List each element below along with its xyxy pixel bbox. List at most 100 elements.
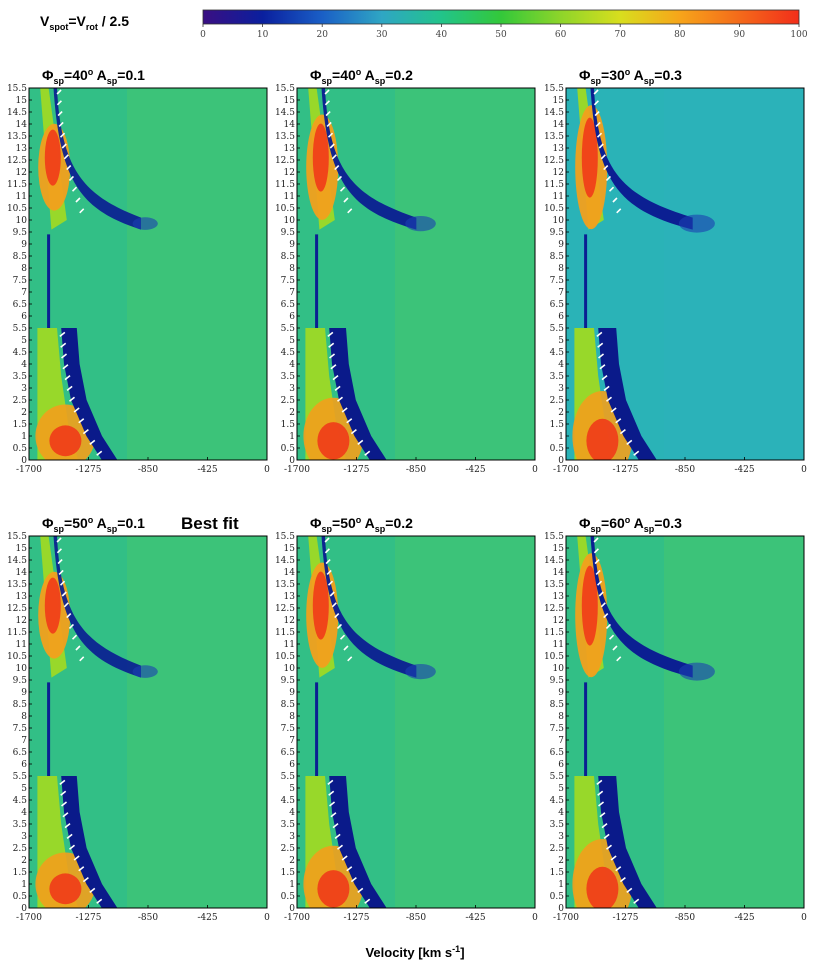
x-tick-label: -425 xyxy=(734,465,754,475)
panel-features xyxy=(35,536,267,908)
phi-value: =50 xyxy=(64,515,88,531)
y-tick-label: 2 xyxy=(289,408,295,418)
y-tick-label: 8.5 xyxy=(13,252,28,262)
y-tick-label: 1.5 xyxy=(13,420,28,430)
phi-symbol: Φ xyxy=(579,515,591,531)
contour-dash xyxy=(325,559,331,565)
contour-dash xyxy=(64,822,71,829)
phi-symbol: Φ xyxy=(42,515,54,531)
x-tick-label: -425 xyxy=(197,913,217,923)
y-tick-label: 7 xyxy=(21,736,27,746)
phi-value: =40 xyxy=(64,67,88,83)
y-tick-label: 15.5 xyxy=(275,532,295,542)
contour-dash xyxy=(326,121,332,127)
y-tick-label: 5.5 xyxy=(550,324,565,334)
contour-dash xyxy=(89,887,96,894)
contour-dash xyxy=(616,208,622,214)
panel-title: Φsp=50o Asp=0.2 xyxy=(310,515,413,534)
contour-dash xyxy=(343,645,349,651)
contour-dash xyxy=(60,342,67,348)
x-tick-label: -425 xyxy=(734,913,754,923)
y-tick-label: 2 xyxy=(558,856,564,866)
contour-dash xyxy=(73,855,80,861)
y-tick-label: 7.5 xyxy=(13,276,28,286)
y-tick-label: 7 xyxy=(289,288,295,298)
contour-dash xyxy=(357,887,364,894)
panel: 00.511.522.533.544.555.566.577.588.599.5… xyxy=(544,67,807,475)
contour-dash xyxy=(336,623,343,629)
panel-title: Φsp=60o Asp=0.3 xyxy=(579,515,682,534)
contour-dash xyxy=(330,812,337,818)
contour-dash xyxy=(594,559,600,565)
background-texture xyxy=(127,88,267,460)
y-tick-label: 3.5 xyxy=(550,820,565,830)
y-tick-label: 12.5 xyxy=(7,156,27,166)
x-tick-label: -1275 xyxy=(613,465,639,475)
contour-dash xyxy=(331,602,337,608)
contour-dash xyxy=(71,634,78,640)
contour-dash xyxy=(600,602,606,608)
x-tick-label: -1700 xyxy=(16,913,42,923)
phi-value: =40 xyxy=(332,67,356,83)
contour-dash xyxy=(330,364,337,370)
header-rot-sub: rot xyxy=(86,22,98,32)
contour-dash xyxy=(612,197,618,203)
contour-dash xyxy=(331,154,337,160)
y-tick-label: 3 xyxy=(558,384,564,394)
panel-features xyxy=(572,536,804,908)
contour-dash xyxy=(78,418,85,424)
contour-dash xyxy=(597,790,604,796)
y-tick-label: 6.5 xyxy=(550,300,565,310)
panel-features xyxy=(35,88,267,460)
header-mid: =V xyxy=(68,13,86,29)
y-tick-label: 2 xyxy=(21,856,27,866)
contour-dash xyxy=(75,645,81,651)
absorption-upper xyxy=(53,88,141,230)
contour-dash xyxy=(596,779,603,786)
y-tick-label: 2.5 xyxy=(550,844,565,854)
contour-dash xyxy=(66,385,73,392)
phi-symbol: Φ xyxy=(310,67,322,83)
colorbar-ticks: 0 10 20 30 40 50 60 70 80 90 100 xyxy=(200,24,808,40)
y-tick-label: 3.5 xyxy=(13,820,28,830)
y-tick-label: 14 xyxy=(16,120,28,130)
y-tick-label: 0.5 xyxy=(281,444,296,454)
contour-dash xyxy=(57,559,63,565)
contour-dash xyxy=(68,175,75,181)
contour-dash xyxy=(329,801,336,807)
emission-upper-red xyxy=(581,117,598,198)
contour-dash xyxy=(594,111,600,117)
phi-sub: sp xyxy=(322,76,333,86)
y-tick-label: 6 xyxy=(558,760,564,770)
y-tick-label: 11 xyxy=(284,192,295,202)
contour-dash xyxy=(328,790,335,796)
y-tick-label: 10 xyxy=(284,664,296,674)
y-tick-label: 11.5 xyxy=(275,628,295,638)
contour-dash xyxy=(596,132,603,138)
phi-symbol: Φ xyxy=(42,67,54,83)
contour-dash xyxy=(626,439,633,446)
background-texture xyxy=(395,536,535,908)
y-tick-label: 15 xyxy=(284,96,296,106)
y-tick-label: 1 xyxy=(21,880,27,890)
contour-dash xyxy=(595,569,601,575)
contour-dash xyxy=(327,580,334,586)
absorption-lower xyxy=(598,328,657,460)
y-tick-label: 2.5 xyxy=(550,396,565,406)
contour-dash xyxy=(328,342,335,348)
contour-dash xyxy=(605,623,612,629)
contour-dash xyxy=(59,132,66,138)
y-tick-label: 15 xyxy=(16,544,28,554)
x-tick-label: -1275 xyxy=(76,913,102,923)
contour-dash xyxy=(78,866,85,872)
y-tick-label: 12.5 xyxy=(275,156,295,166)
y-tick-label: 0 xyxy=(289,904,295,914)
y-tick-label: 1.5 xyxy=(281,420,296,430)
background-texture xyxy=(664,88,804,460)
panel: 00.511.522.533.544.555.566.577.588.599.5… xyxy=(275,67,538,475)
contour-dash xyxy=(593,548,599,554)
colorbar-tick-label: 70 xyxy=(614,30,626,40)
contour-dash xyxy=(633,450,640,456)
y-tick-label: 14.5 xyxy=(7,556,27,566)
y-tick-label: 5 xyxy=(289,336,295,346)
